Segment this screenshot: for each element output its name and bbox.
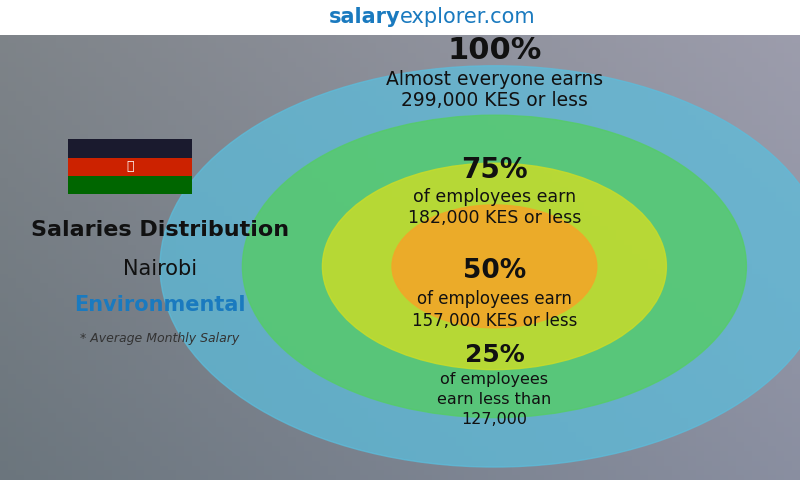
Text: explorer.com: explorer.com [400,7,536,27]
FancyBboxPatch shape [68,139,192,157]
Text: 157,000 KES or less: 157,000 KES or less [412,312,577,330]
Text: ⛨: ⛨ [126,160,134,173]
FancyBboxPatch shape [68,176,192,179]
FancyBboxPatch shape [68,176,192,194]
Text: 25%: 25% [465,343,524,367]
Text: Nairobi: Nairobi [123,259,197,279]
Text: salary: salary [328,7,400,27]
Text: Environmental: Environmental [74,295,246,315]
Text: 127,000: 127,000 [462,412,527,428]
Text: * Average Monthly Salary: * Average Monthly Salary [80,332,240,345]
Circle shape [322,163,666,370]
Text: of employees earn: of employees earn [413,188,576,206]
Text: Salaries Distribution: Salaries Distribution [31,220,289,240]
FancyBboxPatch shape [68,157,192,160]
Text: 299,000 KES or less: 299,000 KES or less [401,91,588,110]
Circle shape [160,66,800,467]
Text: Almost everyone earns: Almost everyone earns [386,70,603,89]
Text: 182,000 KES or less: 182,000 KES or less [408,209,581,228]
Text: earn less than: earn less than [438,392,551,407]
Text: 100%: 100% [447,36,542,65]
Text: 50%: 50% [462,258,526,284]
Circle shape [242,115,746,418]
Text: of employees earn: of employees earn [417,289,572,308]
Circle shape [392,205,597,328]
FancyBboxPatch shape [0,0,800,35]
Text: 75%: 75% [461,156,528,184]
FancyBboxPatch shape [68,157,192,176]
Text: of employees: of employees [440,372,549,387]
